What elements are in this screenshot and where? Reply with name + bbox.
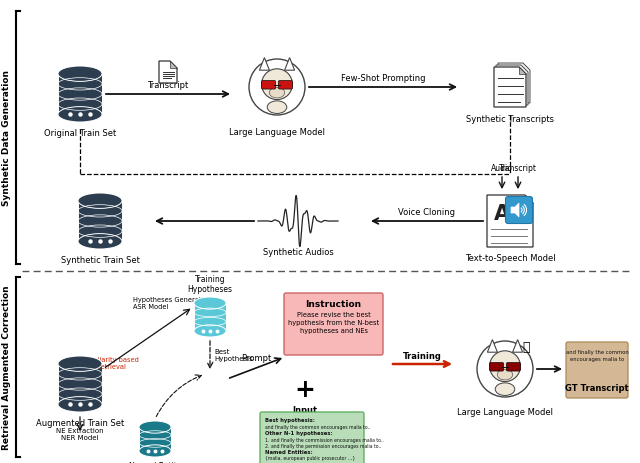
Text: Instruction: Instruction — [305, 300, 362, 308]
Text: and finally the common
encourages malia to: and finally the common encourages malia … — [566, 349, 628, 361]
Text: Other N-1 hypotheses:: Other N-1 hypotheses: — [265, 430, 333, 435]
Text: Synthetic Data Generation: Synthetic Data Generation — [3, 70, 12, 206]
Text: Original Train Set: Original Train Set — [44, 129, 116, 138]
Text: Hypotheses Generation: Hypotheses Generation — [133, 296, 212, 302]
Polygon shape — [494, 68, 526, 108]
FancyBboxPatch shape — [58, 75, 102, 115]
Text: GT Transcript: GT Transcript — [565, 383, 629, 392]
Polygon shape — [519, 68, 526, 75]
Text: Named Entities:: Named Entities: — [265, 449, 312, 454]
FancyBboxPatch shape — [506, 363, 520, 371]
Polygon shape — [285, 58, 294, 71]
Polygon shape — [525, 195, 533, 204]
Ellipse shape — [262, 69, 292, 100]
Text: A: A — [494, 204, 510, 224]
Text: ASR Model: ASR Model — [133, 303, 168, 309]
Text: Transcript: Transcript — [499, 163, 537, 173]
FancyBboxPatch shape — [284, 294, 383, 355]
Text: Large Language Model: Large Language Model — [457, 407, 553, 416]
Circle shape — [249, 60, 305, 116]
Text: Synthetic Audios: Synthetic Audios — [262, 247, 333, 257]
Text: 1. and finally the commission encourages malia to..: 1. and finally the commission encourages… — [265, 437, 384, 442]
Text: Training: Training — [403, 351, 442, 360]
Text: and finally the common encourages malia to..: and finally the common encourages malia … — [265, 424, 371, 429]
Text: Voice Cloning: Voice Cloning — [399, 207, 456, 217]
FancyBboxPatch shape — [262, 81, 276, 90]
Text: +: + — [294, 377, 316, 401]
Text: Best hypothesis:: Best hypothesis: — [265, 417, 315, 422]
Ellipse shape — [194, 325, 226, 337]
Text: Synthetic Train Set: Synthetic Train Set — [61, 256, 140, 264]
Text: Transcript: Transcript — [147, 81, 189, 90]
Text: Audio: Audio — [491, 163, 513, 173]
Ellipse shape — [78, 194, 122, 209]
FancyBboxPatch shape — [566, 342, 628, 398]
Polygon shape — [159, 62, 177, 84]
Ellipse shape — [490, 351, 520, 382]
Text: NE Extraction: NE Extraction — [56, 427, 104, 433]
Text: Named Entity
Datastore: Named Entity Datastore — [129, 461, 181, 463]
Text: Text-to-Speech Model: Text-to-Speech Model — [465, 253, 556, 263]
Ellipse shape — [139, 445, 171, 457]
FancyBboxPatch shape — [58, 364, 102, 404]
Ellipse shape — [495, 383, 515, 395]
Ellipse shape — [78, 234, 122, 250]
Polygon shape — [487, 195, 533, 247]
FancyBboxPatch shape — [139, 427, 171, 451]
FancyBboxPatch shape — [194, 303, 226, 331]
Polygon shape — [498, 64, 530, 104]
Ellipse shape — [268, 102, 287, 114]
Text: Please revise the best
hypothesis from the N-best
hypotheses and NEs: Please revise the best hypothesis from t… — [288, 311, 379, 333]
Ellipse shape — [194, 297, 226, 309]
Text: Input: Input — [292, 405, 317, 414]
Polygon shape — [488, 340, 497, 352]
Text: Large Language Model: Large Language Model — [229, 128, 325, 137]
Ellipse shape — [497, 369, 513, 380]
Text: NER Model: NER Model — [61, 434, 99, 440]
FancyBboxPatch shape — [278, 81, 292, 90]
Text: Similarity based: Similarity based — [85, 356, 139, 362]
Text: 2. and finally the permission encourages malia to..: 2. and finally the permission encourages… — [265, 443, 381, 448]
Polygon shape — [259, 58, 269, 71]
Text: Synthetic Transcripts: Synthetic Transcripts — [466, 115, 554, 124]
Text: Augmented Train Set: Augmented Train Set — [36, 418, 124, 427]
FancyBboxPatch shape — [260, 412, 364, 463]
Polygon shape — [170, 62, 177, 69]
Ellipse shape — [58, 397, 102, 412]
Text: 🔥: 🔥 — [522, 340, 530, 353]
Text: Few-Shot Prompting: Few-Shot Prompting — [340, 74, 425, 83]
Text: NE Retrieval: NE Retrieval — [85, 363, 126, 369]
FancyBboxPatch shape — [490, 363, 504, 371]
Circle shape — [477, 341, 533, 397]
Ellipse shape — [58, 356, 102, 372]
FancyBboxPatch shape — [78, 201, 122, 242]
Polygon shape — [496, 66, 528, 106]
Text: Prompt: Prompt — [241, 353, 271, 362]
Polygon shape — [513, 340, 523, 352]
Text: {malia, european public prosecutor ...}: {malia, european public prosecutor ...} — [265, 455, 355, 460]
Ellipse shape — [58, 67, 102, 82]
Ellipse shape — [269, 88, 285, 99]
Ellipse shape — [58, 107, 102, 123]
Ellipse shape — [139, 421, 171, 433]
Polygon shape — [511, 204, 519, 218]
Text: Retrieval Augmented Correction: Retrieval Augmented Correction — [3, 285, 12, 450]
Text: Best
Hypothesis: Best Hypothesis — [214, 349, 253, 362]
Text: Training
Hypotheses: Training Hypotheses — [188, 274, 232, 294]
FancyBboxPatch shape — [506, 197, 532, 224]
